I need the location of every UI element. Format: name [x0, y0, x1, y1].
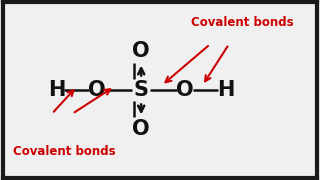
Text: O: O [132, 41, 150, 61]
Text: Covalent bonds: Covalent bonds [191, 16, 294, 30]
Text: S: S [134, 80, 149, 100]
Text: Covalent bonds: Covalent bonds [12, 145, 115, 158]
Text: O: O [88, 80, 106, 100]
Text: H: H [48, 80, 65, 100]
Text: O: O [176, 80, 194, 100]
Text: H: H [217, 80, 235, 100]
Text: O: O [132, 119, 150, 139]
